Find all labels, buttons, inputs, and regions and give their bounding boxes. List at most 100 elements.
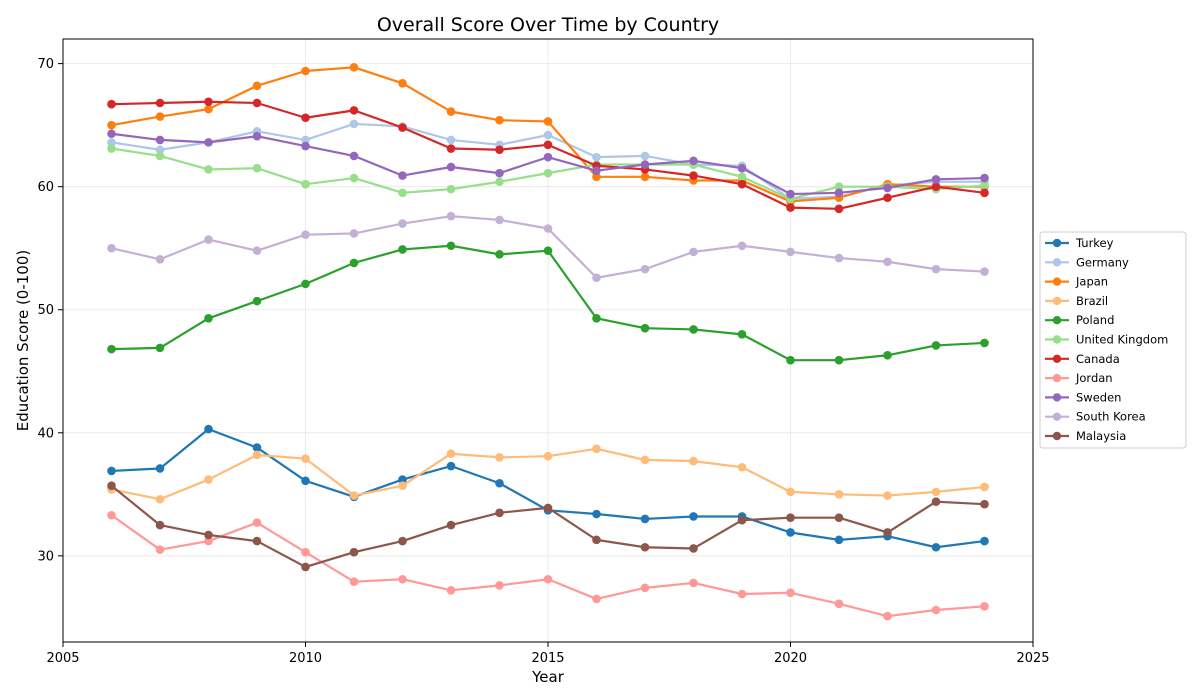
x-tick-label: 2025 [1016,651,1049,666]
data-point-brazil [446,449,456,459]
data-point-united-kingdom [349,173,359,183]
data-point-south-korea [107,243,116,253]
data-point-jordan [689,578,698,588]
series-lines [107,63,989,621]
y-axis-ticks: 30 40 50 60 70 [37,57,63,564]
data-point-malaysia [883,528,892,537]
legend-label: Brazil [1076,294,1108,308]
legend-item-germany: Germany [1045,255,1129,269]
legend-item-canada: Canada [1045,352,1120,366]
data-point-brazil [737,462,747,472]
data-point-south-korea [592,273,601,283]
data-point-malaysia [155,520,165,530]
data-point-united-kingdom [204,165,213,174]
data-point-jordan [834,599,844,609]
data-point-south-korea [640,264,650,274]
data-point-poland [107,344,116,354]
data-point-jordan [980,602,989,611]
legend-label: United Kingdom [1076,333,1168,347]
data-point-canada [689,171,698,180]
legend-item-japan: Japan [1045,275,1108,289]
data-point-turkey [640,514,650,524]
data-point-sweden [252,131,262,141]
data-point-united-kingdom [155,151,165,161]
data-point-canada [931,182,941,191]
data-point-jordan [155,545,165,555]
data-point-brazil [883,491,892,500]
data-point-south-korea [155,254,165,264]
data-point-sweden [883,183,892,193]
data-point-poland [640,323,650,333]
data-point-canada [398,123,407,132]
legend-item-united-kingdom: United Kingdom [1045,333,1168,347]
data-point-malaysia [786,513,795,523]
data-point-canada [252,98,262,108]
legend-swatch-marker [1052,431,1062,441]
data-point-malaysia [640,542,650,552]
data-point-poland [786,355,795,365]
data-point-japan [640,172,650,182]
data-point-sweden [446,162,456,172]
series-brazil [107,444,989,504]
data-point-malaysia [689,544,698,553]
data-point-malaysia [931,497,941,507]
data-point-canada [495,145,504,155]
data-point-sweden [592,166,601,175]
data-point-turkey [980,536,989,546]
data-point-turkey [107,466,116,476]
legend-swatch-marker [1052,277,1062,286]
data-point-sweden [931,174,941,184]
data-point-japan [155,112,165,121]
data-point-jordan [543,574,553,584]
data-point-germany [543,130,553,140]
legend-label: Japan [1075,275,1108,289]
data-point-united-kingdom [543,168,553,178]
data-point-jordan [398,574,407,584]
data-point-jordan [252,518,262,527]
data-point-canada [155,98,165,108]
y-tick-label: 50 [37,303,54,318]
data-point-turkey [834,535,844,545]
data-point-jordan [883,611,892,621]
data-point-germany [107,138,116,147]
data-point-malaysia [737,515,747,525]
data-point-malaysia [252,536,262,546]
data-point-brazil [204,475,213,484]
data-point-malaysia [398,536,407,546]
data-point-jordan [349,577,359,586]
data-point-jordan [107,510,116,520]
data-point-germany [155,145,165,155]
data-point-poland [495,250,504,259]
legend-box [1039,231,1187,449]
legend-item-malaysia: Malaysia [1045,429,1126,443]
data-point-south-korea [980,267,989,276]
data-point-canada [786,203,795,212]
data-point-poland [204,314,213,323]
data-point-sweden [107,129,116,139]
data-point-brazil [155,494,165,504]
data-point-japan [301,66,310,76]
data-point-canada [980,188,989,198]
data-point-brazil [543,451,553,461]
data-point-germany [446,135,456,145]
data-point-united-kingdom [107,144,116,153]
data-point-japan [495,115,504,125]
data-point-united-kingdom [834,182,844,191]
data-point-south-korea [495,215,504,225]
data-point-sweden [980,173,989,183]
data-point-brazil [931,487,941,497]
data-point-poland [931,341,941,350]
data-point-south-korea [398,219,407,228]
data-point-malaysia [446,520,456,530]
data-point-south-korea [931,264,941,274]
data-point-united-kingdom [980,181,989,190]
data-point-canada [349,106,359,115]
data-point-japan [446,107,456,116]
legend-swatch-marker [1052,412,1062,421]
data-point-japan [543,117,553,126]
data-point-sweden [786,189,795,199]
data-point-sweden [834,188,844,198]
data-point-germany [592,152,601,162]
data-point-brazil [349,491,359,500]
data-point-brazil [786,487,795,497]
